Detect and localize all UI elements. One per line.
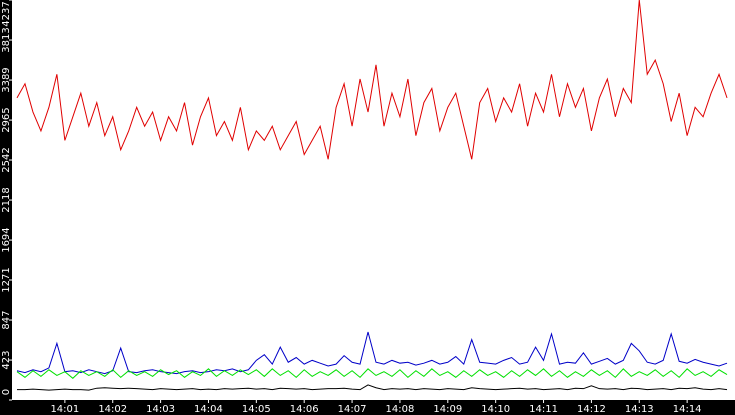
series-line <box>16 0 728 160</box>
x-axis-strip <box>0 400 735 415</box>
series-line <box>16 331 728 375</box>
y-tick-label: 1271 <box>1 267 12 292</box>
y-tick-label: 3813 <box>1 27 12 52</box>
x-tick-label: 14:14 <box>673 404 702 415</box>
x-tick-label: 14:09 <box>433 404 462 415</box>
y-tick-label: 4237 <box>1 1 12 26</box>
x-tick-label: 14:02 <box>98 404 127 415</box>
y-tick-label: 2118 <box>1 187 12 212</box>
x-tick-label: 14:11 <box>529 404 558 415</box>
x-tick-label: 14:04 <box>194 404 223 415</box>
series-line <box>17 384 728 391</box>
x-tick-label: 14:13 <box>625 404 654 415</box>
x-tick-label: 14:06 <box>290 404 319 415</box>
x-tick-label: 14:03 <box>146 404 175 415</box>
x-tick-label: 14:05 <box>242 404 271 415</box>
y-tick-label: 3389 <box>1 67 12 92</box>
y-tick-label: 423 <box>1 351 12 370</box>
y-tick-label: 2965 <box>1 107 12 132</box>
x-tick-label: 14:07 <box>338 404 367 415</box>
y-tick-label: 847 <box>1 310 12 329</box>
x-tick-label: 14:12 <box>577 404 606 415</box>
series-line <box>16 368 728 379</box>
x-tick-label: 14:10 <box>481 404 510 415</box>
y-axis-strip <box>0 0 12 415</box>
y-tick-label: 1694 <box>1 227 12 252</box>
y-tick-label: 2542 <box>1 147 12 172</box>
y-tick-label: 0 <box>1 389 12 395</box>
x-tick-label: 14:01 <box>50 404 79 415</box>
x-tick-label: 14:08 <box>386 404 415 415</box>
